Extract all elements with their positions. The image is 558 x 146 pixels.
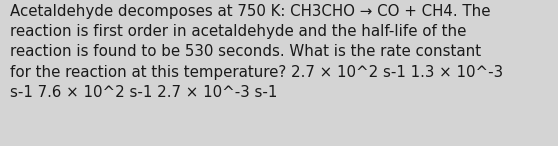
Text: Acetaldehyde decomposes at 750 K: CH3CHO → CO + CH4. The
reaction is first order: Acetaldehyde decomposes at 750 K: CH3CHO… <box>10 4 503 100</box>
